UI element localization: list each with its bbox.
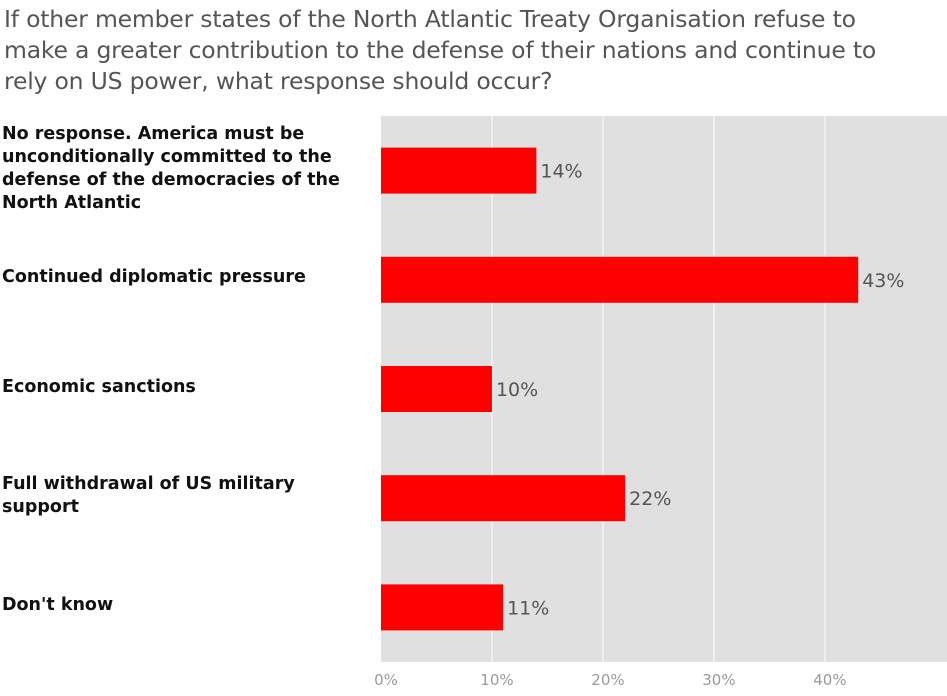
bar: [381, 366, 492, 412]
category-label: Economic sanctions: [2, 376, 196, 397]
x-tick-label: 0%: [374, 671, 398, 689]
bar: [381, 256, 859, 303]
bar: [381, 475, 626, 522]
x-tick-label: 10%: [480, 671, 513, 689]
x-tick-label: 20%: [591, 671, 624, 689]
category-label: Don't know: [2, 594, 114, 615]
category-label: Full withdrawal of US military support: [2, 474, 295, 518]
category-label: No response. America must be uncondition…: [2, 123, 340, 213]
category-label: Continued diplomatic pressure: [2, 267, 306, 288]
chart-title: If other member states of the North Atla…: [4, 5, 877, 95]
x-tick-label: 30%: [702, 671, 735, 689]
data-label: 22%: [629, 488, 671, 510]
data-label: 10%: [496, 379, 538, 401]
bar: [381, 584, 504, 631]
bar: [381, 147, 537, 194]
x-tick-label: 40%: [813, 671, 846, 689]
data-label: 14%: [540, 161, 582, 183]
data-label: 43%: [862, 270, 904, 292]
data-label: 11%: [507, 597, 549, 619]
